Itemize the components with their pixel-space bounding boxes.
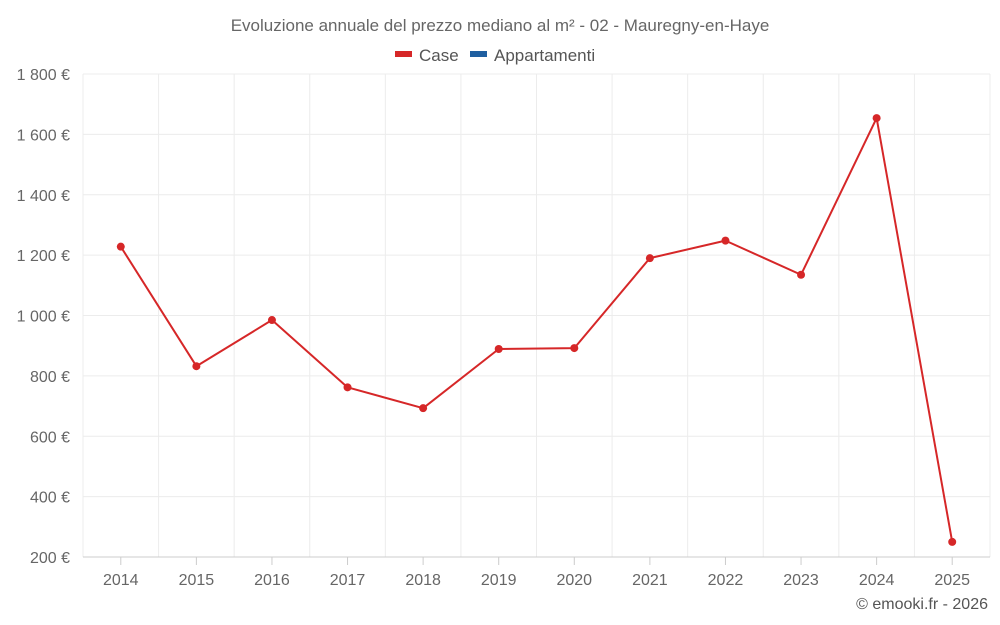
credit: © emooki.fr - 2026 xyxy=(856,596,988,613)
data-point-2019[interactable] xyxy=(494,345,503,354)
x-tick-label: 2025 xyxy=(934,572,970,589)
data-point-2025[interactable] xyxy=(948,537,957,546)
y-tick-label: 1 000 € xyxy=(17,309,70,326)
data-point-2017[interactable] xyxy=(343,383,352,392)
x-tick-label: 2019 xyxy=(481,572,517,589)
x-gridlines xyxy=(82,74,991,557)
data-point-2024[interactable] xyxy=(872,114,881,123)
data-point-2020[interactable] xyxy=(570,344,579,353)
data-point-2022[interactable] xyxy=(721,236,730,245)
y-tick-label: 800 € xyxy=(30,369,70,386)
x-tick-label: 2016 xyxy=(254,572,290,589)
legend-swatch-appartamenti xyxy=(470,51,487,57)
x-tick-label: 2021 xyxy=(632,572,668,589)
x-tick-label: 2017 xyxy=(330,572,366,589)
chart-title: Evoluzione annuale del prezzo mediano al… xyxy=(231,16,770,35)
y-tick-label: 1 800 € xyxy=(17,67,70,84)
y-tick-label: 200 € xyxy=(30,550,70,567)
x-tick-label: 2014 xyxy=(103,572,139,589)
data-point-2021[interactable] xyxy=(645,254,654,263)
x-tick-label: 2015 xyxy=(179,572,215,589)
series-points xyxy=(116,114,957,546)
data-point-2016[interactable] xyxy=(267,316,276,325)
data-point-2023[interactable] xyxy=(797,270,806,279)
y-tick-label: 600 € xyxy=(30,429,70,446)
data-point-2014[interactable] xyxy=(116,242,125,251)
y-tick-label: 400 € xyxy=(30,490,70,507)
legend-label-appartamenti: Appartamenti xyxy=(494,46,595,65)
y-tick-label: 1 200 € xyxy=(17,248,70,265)
legend-item-case[interactable]: Case xyxy=(395,46,459,65)
series-lines xyxy=(119,117,954,543)
x-tick-label: 2020 xyxy=(556,572,592,589)
legend: Case Appartamenti xyxy=(395,46,595,65)
x-tick-label: 2018 xyxy=(405,572,441,589)
y-axis: 200 € 400 € 600 € 800 € 1 000 € 1 200 € 1 400 … xyxy=(17,67,70,567)
y-tick-label: 1 400 € xyxy=(17,188,70,205)
legend-item-appartamenti[interactable]: Appartamenti xyxy=(470,46,595,65)
legend-label-case: Case xyxy=(419,46,459,65)
x-axis: 2014 2015 2016 2017 2018 2019 2020 2021 2022 2023… xyxy=(103,557,970,589)
series-line-case xyxy=(119,117,954,543)
data-point-2018[interactable] xyxy=(419,404,428,413)
x-tick-label: 2023 xyxy=(783,572,819,589)
y-tick-label: 1 600 € xyxy=(17,127,70,144)
data-point-2015[interactable] xyxy=(192,362,201,371)
x-tick-label: 2024 xyxy=(859,572,895,589)
legend-swatch-case xyxy=(395,51,412,57)
x-tick-label: 2022 xyxy=(708,572,744,589)
